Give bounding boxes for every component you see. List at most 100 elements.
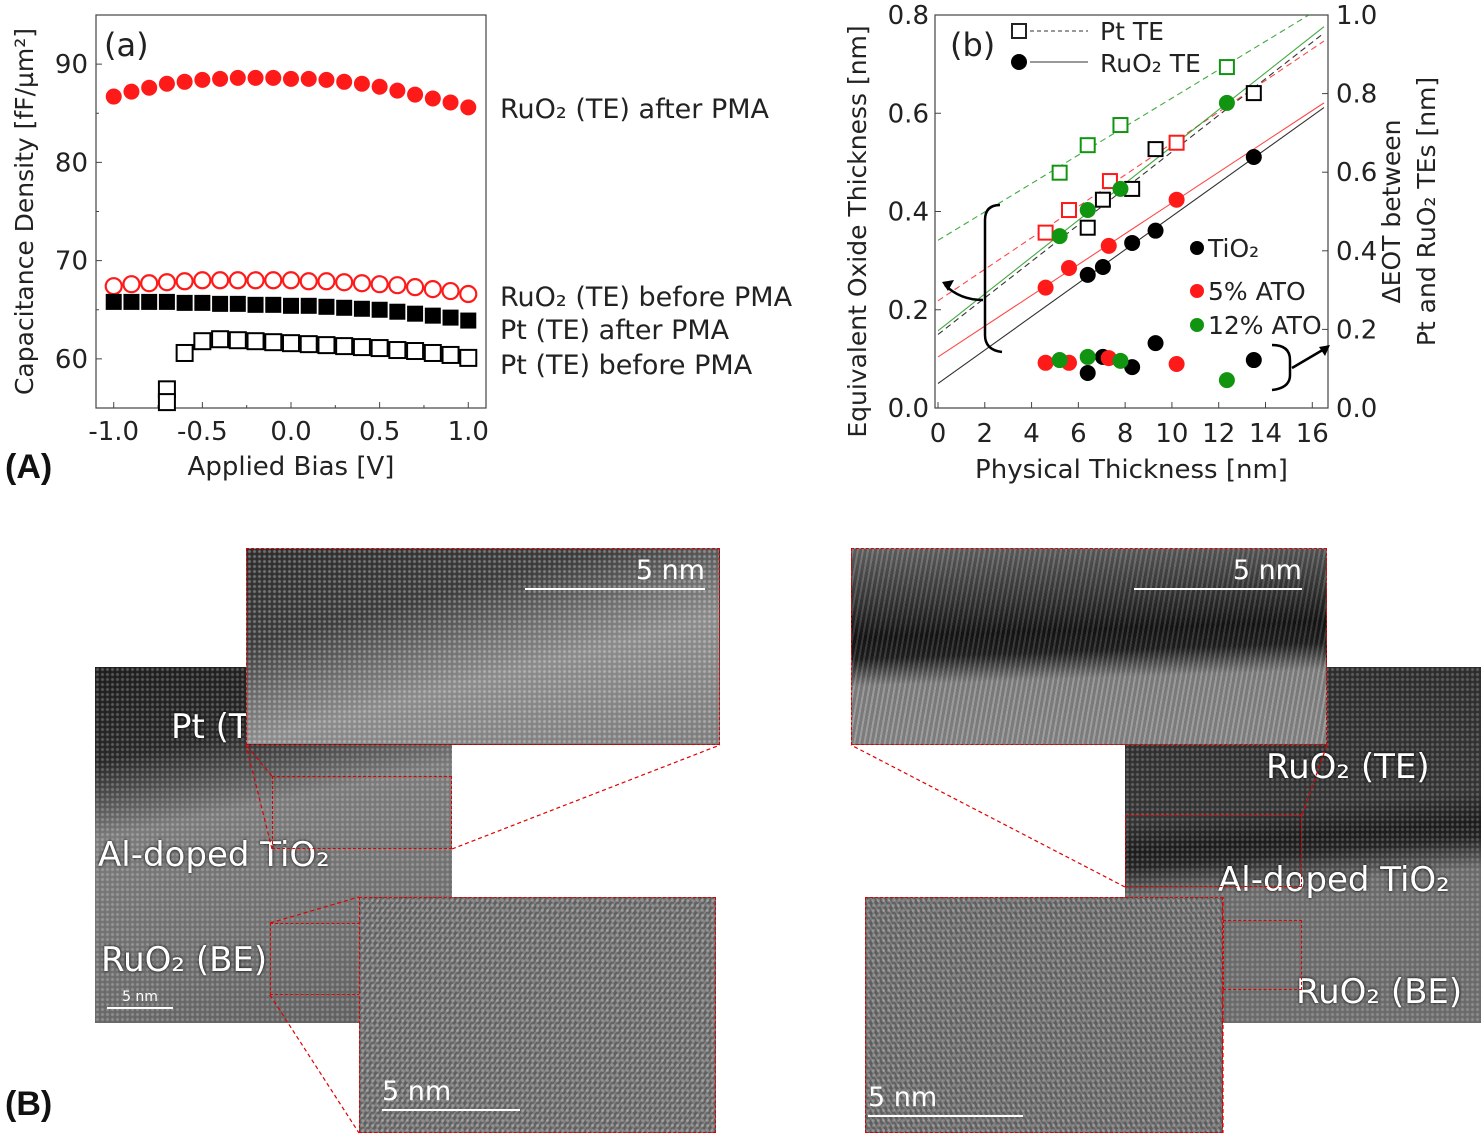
data-point	[388, 341, 407, 360]
data-point	[1079, 348, 1096, 365]
arrow-right	[1291, 346, 1327, 370]
data-point	[317, 336, 336, 355]
tem-inset-ruo2-interface: 5 nm	[851, 548, 1327, 745]
data-point	[1061, 259, 1077, 276]
brace-left	[983, 203, 1003, 354]
plot-frame	[934, 14, 1329, 409]
data-point	[228, 331, 247, 350]
x-tick-label: 0.5	[359, 417, 400, 447]
data-point	[1100, 237, 1117, 254]
series-4	[157, 330, 478, 412]
tem-label-ruo2-te: RuO₂ (TE)	[1266, 747, 1430, 787]
data-point	[1079, 365, 1096, 382]
data-point	[105, 88, 122, 105]
x-tick-label: 6	[1070, 419, 1087, 449]
data-point	[318, 298, 335, 315]
series-1	[1079, 85, 1262, 236]
fit-line	[937, 40, 1325, 302]
x-tick-label: 1.0	[448, 417, 489, 447]
scale-bar-bottom-inset: 5 nm	[382, 1076, 520, 1111]
data-point	[122, 275, 141, 294]
data-point	[158, 75, 175, 92]
series-4	[1079, 148, 1262, 283]
x-tick-label: 8	[1117, 419, 1134, 449]
data-point	[406, 342, 425, 361]
series-6	[1051, 94, 1235, 245]
data-point	[1037, 224, 1054, 241]
data-point	[423, 343, 442, 362]
data-point	[1112, 180, 1129, 197]
data-point	[371, 78, 388, 95]
legend-label: 12% ATO	[1208, 311, 1322, 340]
data-point	[370, 275, 389, 294]
x-tick-label: 10	[1155, 419, 1188, 449]
data-point	[1218, 372, 1235, 389]
data-point	[336, 299, 353, 316]
zoom-region-electrode	[270, 923, 360, 995]
panel-label-b: (B)	[5, 1085, 53, 1123]
data-point	[335, 337, 354, 356]
data-point	[352, 338, 371, 357]
y-right-tick-label: 0.2	[1336, 315, 1377, 345]
data-point	[1124, 359, 1141, 376]
data-point	[1051, 164, 1068, 181]
data-point	[212, 295, 229, 312]
chart-a-capacitance-vs-bias: -1.0 -0.5 0.0 0.5 1.0 60 70 80 90 Applied Bias [V…	[10, 14, 793, 482]
data-point	[370, 339, 389, 358]
x-tick-label: -1.0	[88, 417, 139, 447]
scale-bar-main: 5 nm	[107, 989, 173, 1009]
data-point	[423, 280, 442, 299]
y-right-axis-label: ΔEOT between	[1377, 120, 1406, 304]
data-point	[389, 303, 406, 320]
series-label: RuO₂ (TE) before PMA	[500, 282, 793, 313]
data-point	[1094, 259, 1111, 276]
data-point	[1094, 348, 1111, 365]
y-tick-label: 60	[55, 345, 88, 375]
data-point	[228, 271, 247, 290]
data-point	[105, 293, 122, 310]
data-point	[459, 284, 478, 304]
x-tick-label: 16	[1296, 419, 1329, 449]
data-point	[282, 334, 300, 353]
series-1	[105, 69, 477, 116]
tem-inset-ruo2-be-lattice: 5 nm	[865, 897, 1223, 1133]
data-point	[1190, 284, 1204, 298]
data-point	[193, 332, 212, 351]
series-label: Pt (TE) before PMA	[500, 350, 753, 381]
fit-line	[937, 14, 1310, 241]
data-point	[459, 348, 478, 367]
scale-bar-bottom-inset: 5 nm	[868, 1082, 1023, 1117]
data-point	[123, 83, 140, 100]
legend-label: RuO₂ TE	[1100, 49, 1201, 78]
data-point	[460, 312, 477, 329]
data-point	[1051, 352, 1068, 369]
data-point	[141, 79, 158, 96]
data-point	[264, 271, 283, 290]
data-point	[175, 272, 194, 291]
tem-label-al-doped-tio2: Al-doped TiO₂	[1218, 860, 1450, 900]
series-2	[104, 271, 478, 304]
data-point	[247, 296, 264, 313]
data-point	[1245, 148, 1262, 165]
data-point	[1101, 173, 1118, 190]
connector-line	[850, 744, 1126, 888]
data-point	[1218, 94, 1235, 111]
data-point	[1061, 202, 1077, 219]
data-point	[193, 271, 212, 290]
data-point	[281, 271, 301, 290]
data-point	[336, 73, 353, 90]
panel-tag: (b)	[950, 26, 995, 64]
data-point	[158, 293, 175, 310]
data-point	[1147, 222, 1164, 239]
fit-line	[937, 26, 1325, 332]
data-point	[405, 278, 425, 297]
data-point	[442, 309, 459, 326]
data-point	[175, 343, 194, 362]
data-point	[1168, 191, 1185, 208]
arrow-head-icon	[942, 280, 954, 291]
data-point	[1147, 141, 1164, 158]
y-right-tick-label: 0.6	[1336, 158, 1377, 188]
data-point	[1094, 191, 1111, 208]
data-point	[441, 281, 460, 301]
arrow-left	[944, 284, 984, 302]
